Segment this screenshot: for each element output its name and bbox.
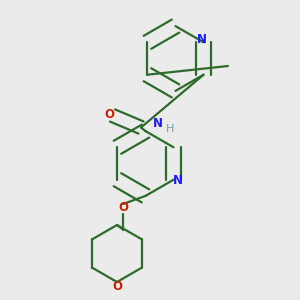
Text: O: O — [118, 201, 128, 214]
Text: N: N — [173, 174, 183, 187]
Text: O: O — [112, 280, 122, 293]
Text: N: N — [152, 117, 163, 130]
Text: O: O — [104, 108, 114, 121]
Text: N: N — [197, 33, 207, 46]
Text: H: H — [166, 124, 175, 134]
